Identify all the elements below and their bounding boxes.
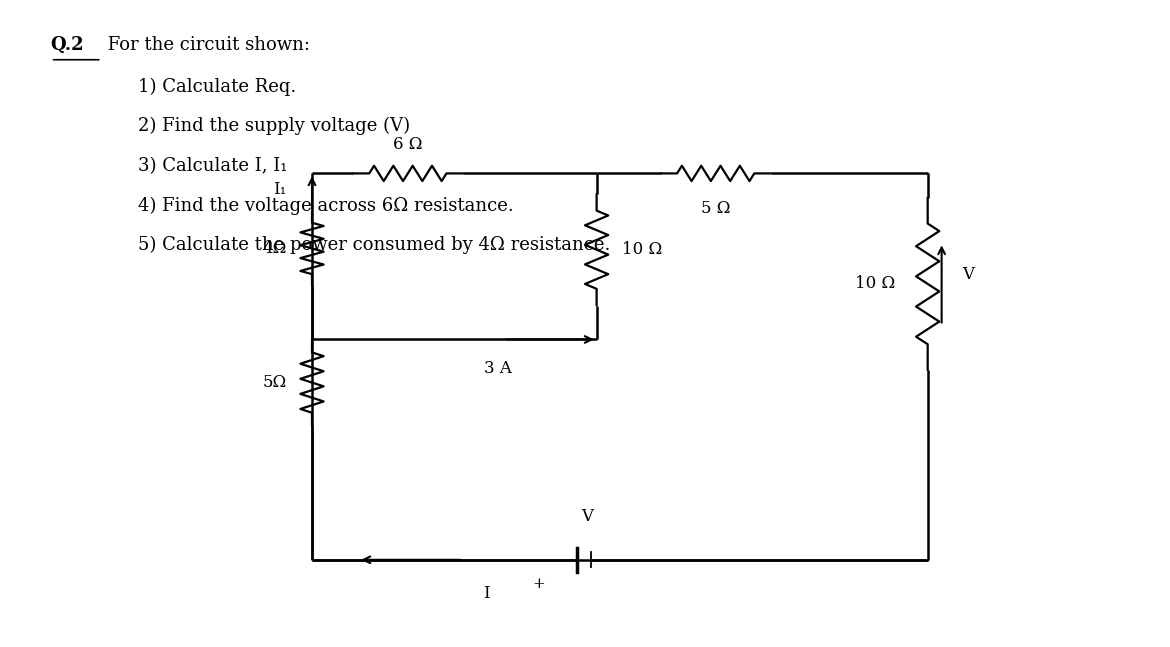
Text: 6 Ω: 6 Ω [393, 136, 422, 153]
Text: 1) Calculate Req.: 1) Calculate Req. [138, 78, 296, 96]
Text: V: V [581, 508, 593, 525]
Text: Q.2: Q.2 [50, 36, 84, 54]
Text: 3) Calculate I, I₁: 3) Calculate I, I₁ [138, 157, 287, 175]
Text: V: V [963, 266, 975, 283]
Text: I₁: I₁ [274, 181, 287, 198]
Text: 4) Find the voltage across 6Ω resistance.: 4) Find the voltage across 6Ω resistance… [138, 197, 514, 215]
Text: 5Ω: 5Ω [262, 374, 287, 391]
Text: 3 A: 3 A [484, 360, 511, 377]
Text: For the circuit shown:: For the circuit shown: [102, 36, 310, 54]
Text: I: I [483, 586, 489, 602]
Text: 10 Ω: 10 Ω [855, 276, 895, 292]
Text: +: + [532, 577, 545, 591]
Text: 5) Calculate the power consumed by 4Ω resistance.: 5) Calculate the power consumed by 4Ω re… [138, 236, 610, 254]
Text: 5 Ω: 5 Ω [701, 200, 730, 217]
Text: 4Ω: 4Ω [262, 240, 287, 257]
Text: 2) Find the supply voltage (V): 2) Find the supply voltage (V) [138, 117, 410, 135]
Text: 10 Ω: 10 Ω [622, 241, 662, 258]
